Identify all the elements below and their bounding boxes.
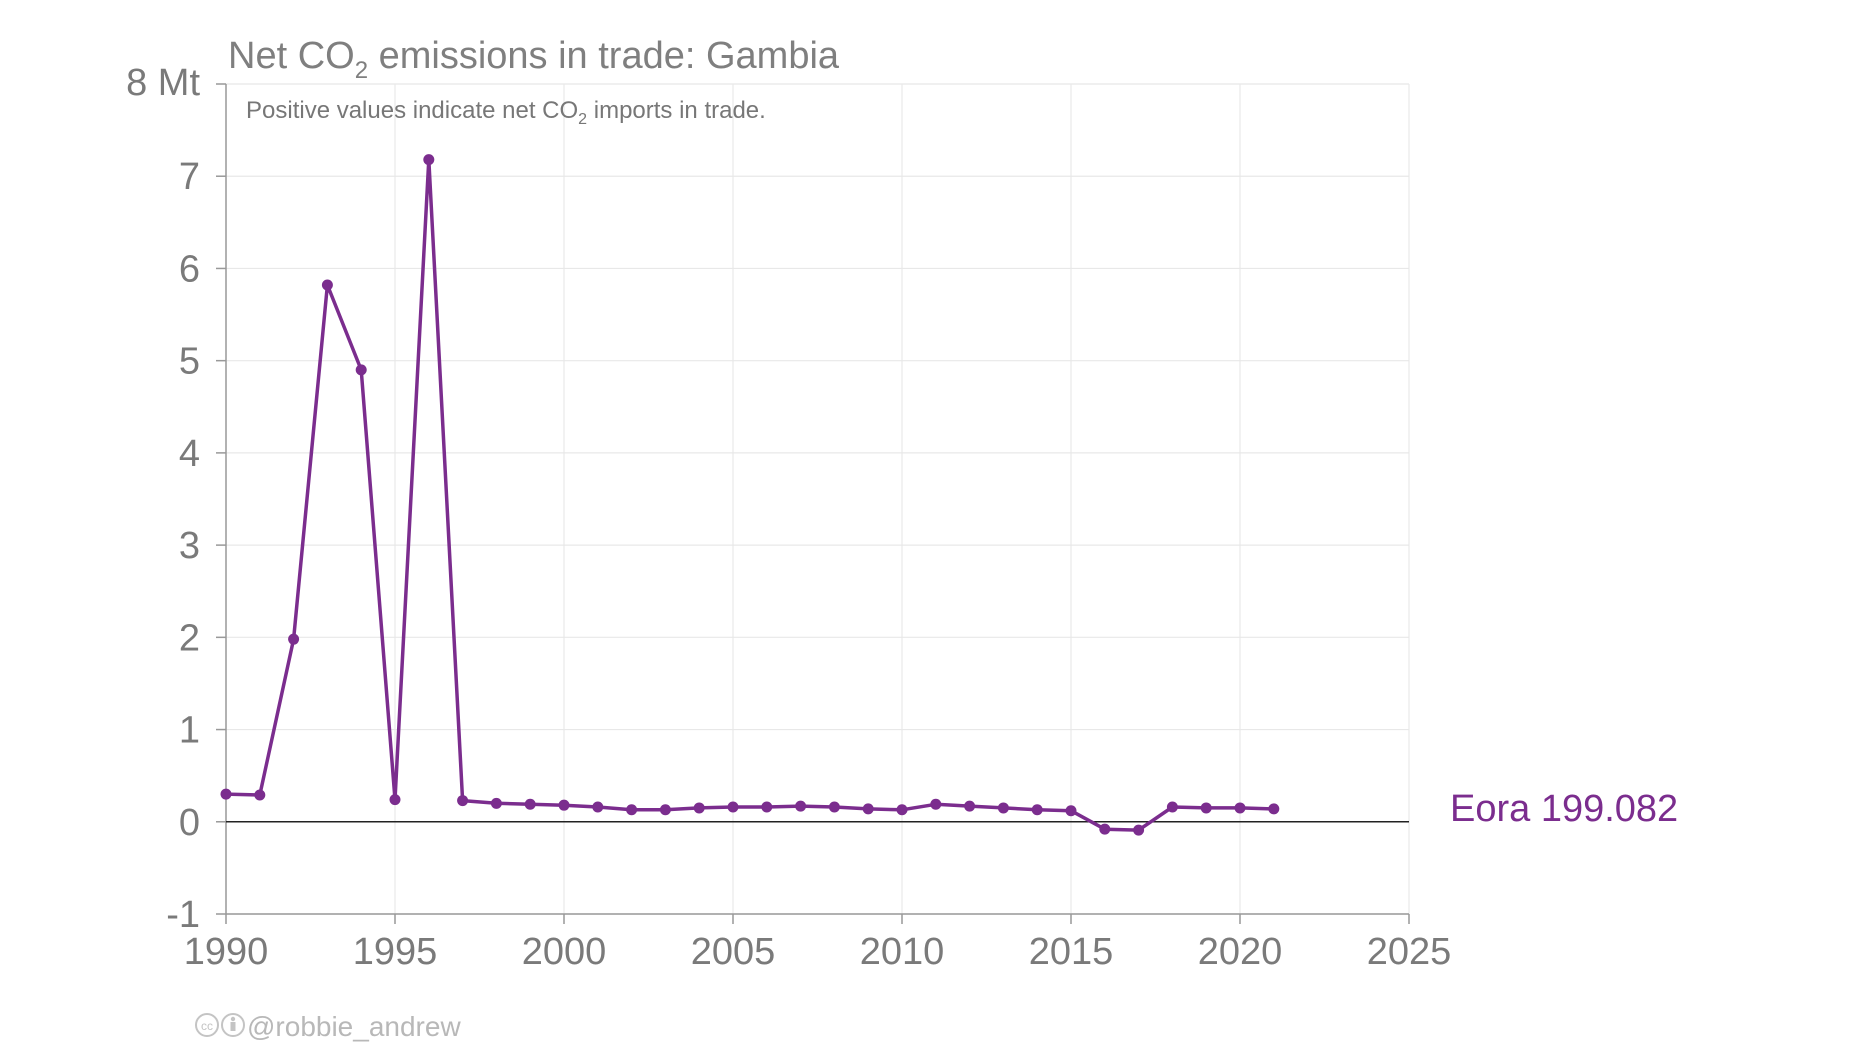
- y-tick-label: 4: [179, 433, 200, 475]
- y-tick-label: 3: [179, 525, 200, 567]
- data-point: [761, 801, 773, 813]
- data-point: [997, 802, 1009, 814]
- data-point: [490, 797, 502, 809]
- data-point: [896, 804, 908, 816]
- y-tick-label: 2: [179, 617, 200, 659]
- tick-labels: 1990 1995 2000 2005 2010 2015 2020 2025 -1 0 1 2 3 4 5…: [166, 156, 1451, 973]
- data-point: [964, 800, 976, 812]
- credit-handle: @robbie_andrew: [247, 1011, 461, 1042]
- data-point: [1200, 802, 1212, 814]
- data-point: [659, 804, 671, 816]
- attribution-icon: [221, 1013, 245, 1037]
- data-point: [423, 154, 435, 166]
- data-point: [828, 801, 840, 813]
- x-tick-label: 2005: [691, 931, 776, 973]
- x-tick-label: 1995: [353, 931, 438, 973]
- y-axis-unit-label: 8 Mt: [126, 62, 200, 104]
- data-point: [693, 802, 705, 814]
- y-tick-label: 0: [179, 802, 200, 844]
- svg-text:cc: cc: [201, 1019, 213, 1033]
- data-point: [592, 801, 604, 813]
- data-point: [862, 803, 874, 815]
- series-line: [224, 157, 1276, 832]
- data-point: [457, 795, 469, 807]
- data-point: [220, 788, 232, 800]
- grid: [225, 83, 1410, 915]
- data-point: [1133, 824, 1145, 836]
- series-label-eora: Eora 199.082: [1450, 788, 1678, 830]
- data-point: [1031, 804, 1043, 816]
- data-point: [1166, 801, 1178, 813]
- x-tick-label: 2015: [1029, 931, 1114, 973]
- x-tick-label: 2010: [860, 931, 945, 973]
- chart-subtitle: Positive values indicate net CO2 imports…: [246, 97, 766, 128]
- x-tick-label: 2000: [522, 931, 607, 973]
- series-eora: [220, 154, 1280, 836]
- data-point: [1065, 805, 1077, 817]
- data-point: [1099, 823, 1111, 835]
- data-point: [524, 798, 536, 810]
- data-point: [795, 800, 807, 812]
- y-tick-label: 6: [179, 248, 200, 290]
- y-tick-label: -1: [166, 894, 200, 936]
- x-tick-label: 1990: [184, 931, 269, 973]
- data-point: [1234, 802, 1246, 814]
- data-point: [727, 801, 739, 813]
- credit: cc @robbie_andrew: [195, 1011, 461, 1042]
- data-point: [288, 633, 300, 645]
- x-tick-label: 2020: [1198, 931, 1283, 973]
- data-point: [1268, 803, 1280, 815]
- data-point: [389, 794, 401, 806]
- y-tick-label: 5: [179, 341, 200, 383]
- x-tick-label: 2025: [1367, 931, 1452, 973]
- y-tick-label: 7: [179, 156, 200, 198]
- data-point: [558, 799, 570, 811]
- data-point: [321, 279, 333, 291]
- data-point: [355, 364, 367, 376]
- y-tick-label: 1: [179, 710, 200, 752]
- data-point: [254, 789, 266, 801]
- chart-title: Net CO2 emissions in trade: Gambia: [228, 35, 840, 84]
- data-point: [626, 804, 638, 816]
- cc-icon: cc: [195, 1013, 219, 1037]
- data-point: [930, 798, 942, 810]
- axes: [216, 83, 1410, 924]
